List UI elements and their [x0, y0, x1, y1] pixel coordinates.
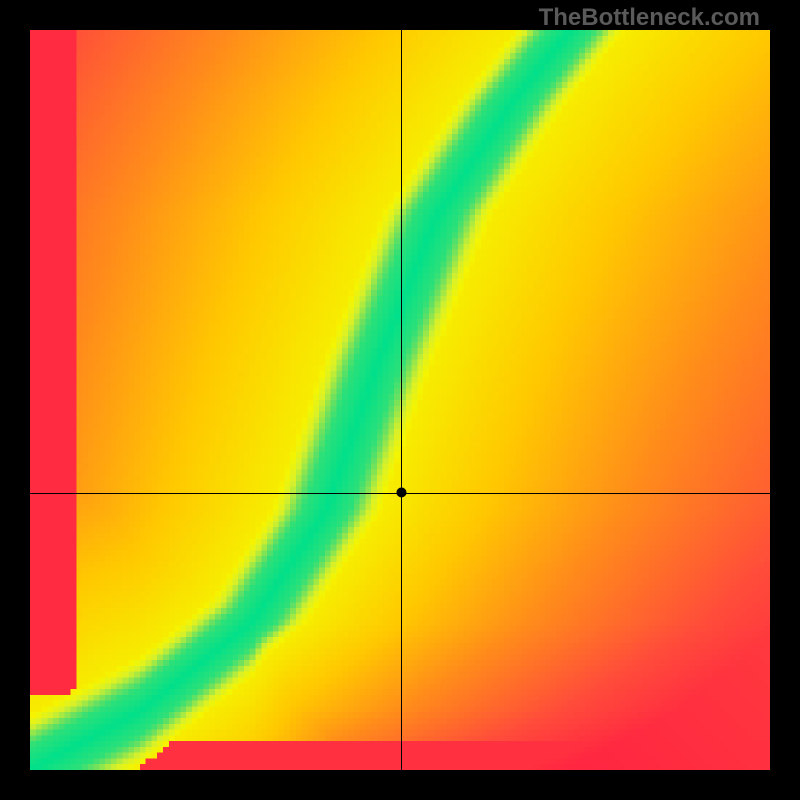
watermark-text: TheBottleneck.com	[539, 4, 760, 32]
crosshair-overlay	[30, 30, 770, 770]
chart-container: { "watermark": { "text": "TheBottleneck.…	[0, 0, 800, 800]
